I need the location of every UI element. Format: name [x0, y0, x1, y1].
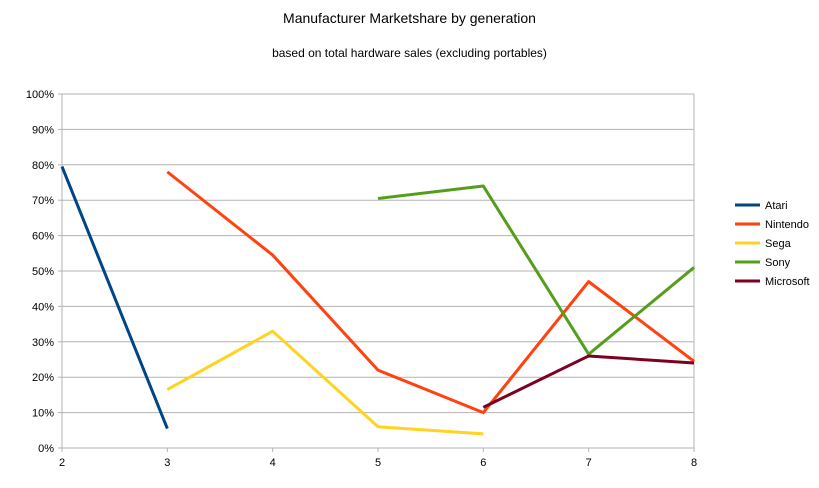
legend-label-sony: Sony: [765, 257, 791, 269]
chart-title: Manufacturer Marketshare by generation: [283, 10, 536, 26]
x-tick-label: 2: [59, 457, 65, 469]
y-tick-label: 10%: [32, 408, 54, 420]
legend-label-atari: Atari: [765, 200, 788, 212]
y-tick-label: 100%: [26, 89, 54, 101]
x-tick-label: 4: [270, 457, 276, 469]
series-line-nintendo: [166, 170, 695, 415]
legend-label-sega: Sega: [765, 238, 792, 250]
y-tick-label: 90%: [32, 124, 54, 136]
y-tick-label: 30%: [32, 337, 54, 349]
y-tick-label: 50%: [32, 266, 54, 278]
x-tick-label: 3: [164, 457, 170, 469]
grid-lines: [58, 93, 694, 449]
y-tick-label: 40%: [32, 301, 54, 313]
legend-label-microsoft: Microsoft: [765, 276, 810, 288]
legend: Atari Nintendo Sega Sony Microsoft: [735, 200, 810, 288]
plot-frame: [61, 94, 695, 448]
x-tick-label: 8: [691, 457, 697, 469]
y-tick-label: 70%: [32, 195, 54, 207]
y-tick-label: 60%: [32, 231, 54, 243]
chart-subtitle: based on total hardware sales (excluding…: [272, 46, 547, 60]
y-tick-label: 80%: [32, 160, 54, 172]
x-axis-ticks: 2 3 4 5 6 7 8: [59, 448, 697, 469]
x-tick-label: 7: [586, 457, 592, 469]
series-line-sony: [377, 184, 695, 356]
legend-label-nintendo: Nintendo: [765, 219, 809, 231]
series-lines: [60, 166, 695, 436]
y-tick-label: 0%: [38, 443, 54, 455]
y-axis-ticks: 0% 10% 20% 30% 40% 50% 60% 70% 80% 90% 100%: [26, 89, 54, 455]
series-line-sega: [166, 329, 484, 436]
x-tick-label: 6: [480, 457, 486, 469]
series-line-atari: [60, 166, 169, 430]
y-tick-label: 20%: [32, 372, 54, 384]
x-tick-label: 5: [375, 457, 381, 469]
series-line-microsoft: [482, 354, 695, 409]
